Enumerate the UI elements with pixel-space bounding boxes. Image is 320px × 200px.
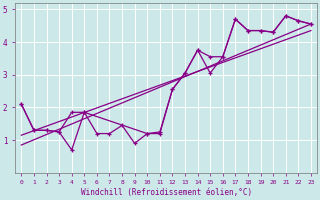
X-axis label: Windchill (Refroidissement éolien,°C): Windchill (Refroidissement éolien,°C) xyxy=(81,188,252,197)
